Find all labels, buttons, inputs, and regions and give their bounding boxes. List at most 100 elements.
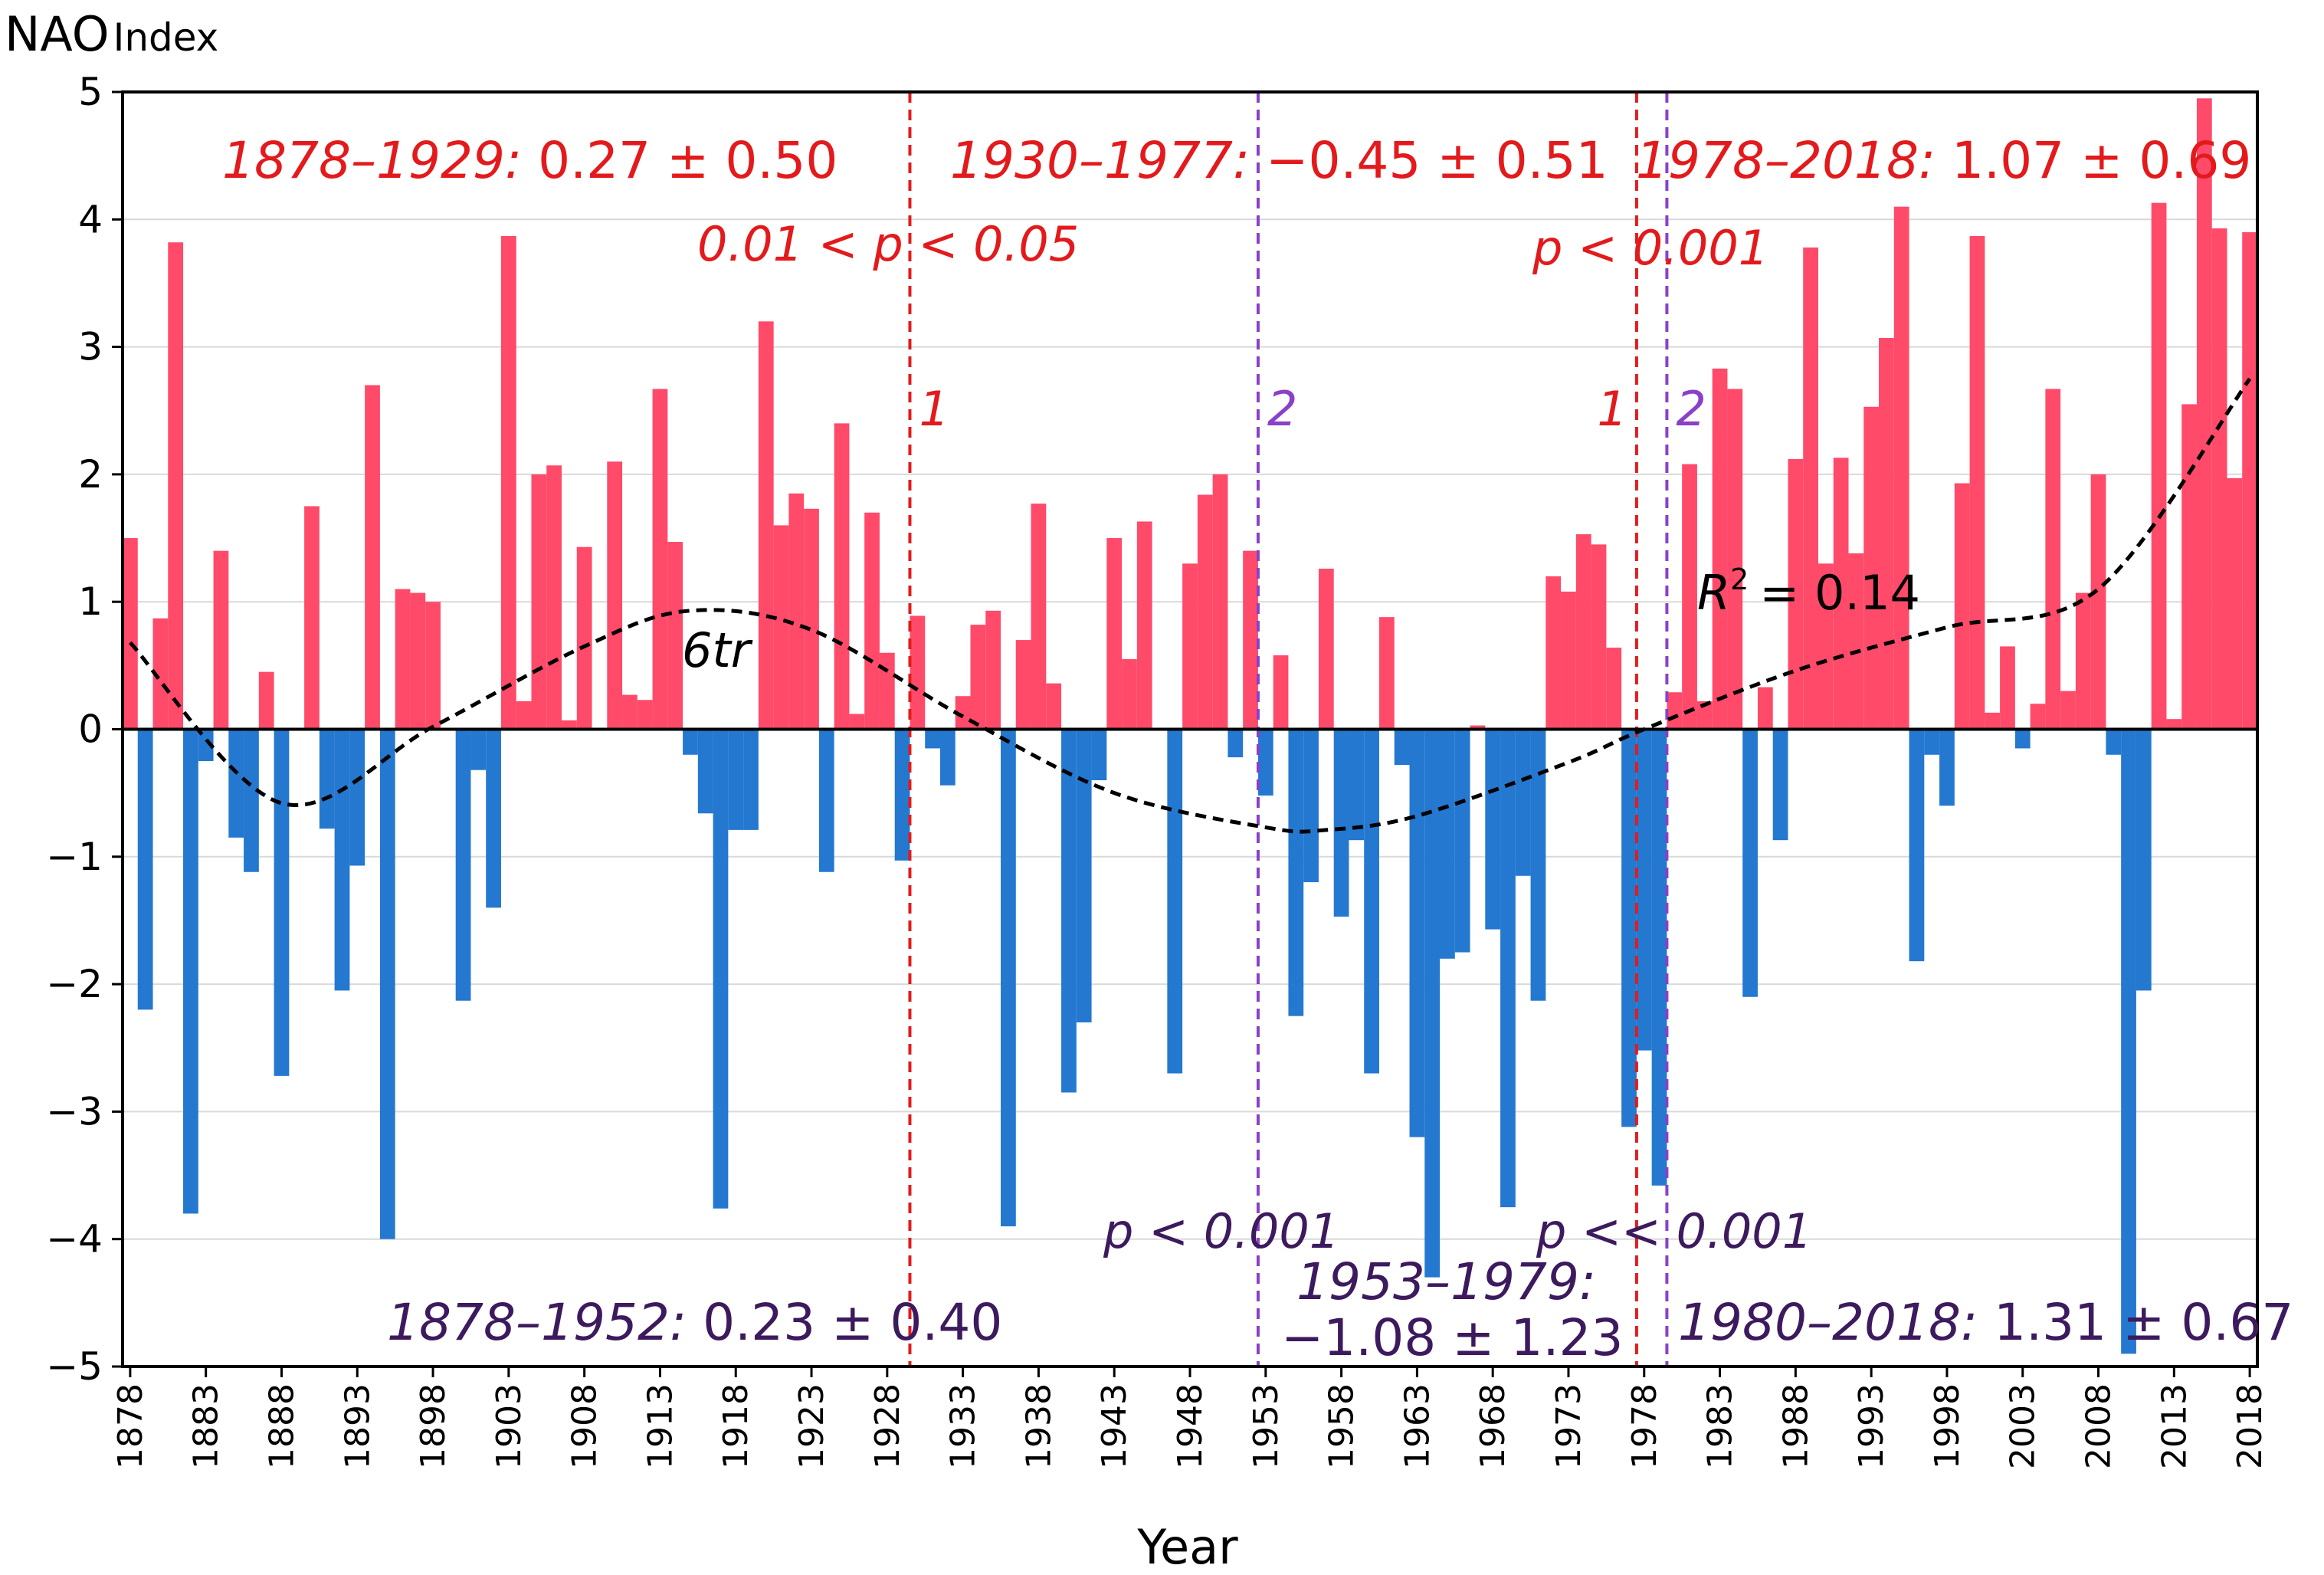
bar-1979	[1651, 729, 1667, 1186]
bar-2018	[2242, 231, 2257, 730]
bar-2010	[2121, 729, 2136, 1354]
x-tick-label: 1993	[1852, 1383, 1891, 1469]
bar-1907	[562, 720, 577, 730]
bar-1940	[1061, 729, 1077, 1093]
bar-2013	[2166, 719, 2182, 730]
bar-1895	[379, 729, 395, 1239]
bar-2004	[2030, 704, 2046, 730]
y-axis-title: NAO Index	[5, 6, 218, 62]
bars	[123, 98, 2257, 1354]
red-break-label-1: 1	[919, 381, 949, 437]
bar-1953	[1257, 729, 1273, 796]
bar-2011	[2136, 729, 2152, 991]
purple-period-2-value: −1.08 ± 1.23	[1281, 1308, 1623, 1367]
bar-1880	[152, 618, 169, 730]
bar-1936	[1001, 729, 1016, 1227]
y-tick-label: −4	[46, 1217, 103, 1262]
x-tick-label: 2008	[2080, 1383, 2119, 1469]
bar-1972	[1546, 576, 1562, 730]
bar-1900	[455, 729, 471, 1001]
x-tick-label: 1958	[1323, 1383, 1362, 1469]
bar-1938	[1031, 504, 1047, 730]
bar-1991	[1833, 458, 1849, 730]
bar-1987	[1772, 729, 1788, 841]
red-p-value-1: 0.01 < p < 0.05	[697, 216, 1079, 272]
bar-2001	[1985, 712, 2001, 730]
bar-1896	[395, 589, 411, 730]
bar-1950	[1212, 474, 1228, 730]
bar-2014	[2181, 404, 2197, 730]
bar-1933	[955, 696, 971, 730]
r-squared-label: R2 = 0.14	[1697, 563, 1920, 621]
bar-2002	[2000, 646, 2015, 730]
x-tick-label: 1938	[1019, 1383, 1058, 1469]
x-tick-label: 2003	[2004, 1383, 2043, 1469]
red-period-3-annotation: 1978–2018: 1.07 ± 0.69	[1636, 131, 2251, 190]
x-tick-label: 1908	[565, 1383, 605, 1469]
bar-1980	[1667, 692, 1683, 730]
bar-1890	[304, 506, 320, 730]
bar-1970	[1515, 729, 1531, 876]
bar-1981	[1682, 464, 1697, 730]
bar-1951	[1228, 729, 1244, 758]
bar-1879	[137, 729, 153, 1010]
bar-1922	[788, 493, 805, 730]
bar-1988	[1788, 458, 1804, 730]
x-tick-label: 1963	[1398, 1383, 1437, 1469]
purple-period-2-range: 1953–1979:	[1296, 1252, 1596, 1311]
bar-1997	[1924, 729, 1940, 755]
x-axis-title: Year	[1136, 1519, 1238, 1575]
red-period-1-annotation: 1878–1929: 0.27 ± 0.50	[222, 131, 837, 190]
bar-1928	[879, 652, 895, 730]
x-tick-label: 1978	[1625, 1383, 1664, 1469]
bar-1913	[652, 389, 668, 730]
x-tick-label: 1948	[1171, 1383, 1210, 1469]
bar-1908	[576, 546, 592, 730]
y-tick-label: −3	[46, 1089, 103, 1134]
bar-1961	[1378, 617, 1395, 730]
bar-1974	[1575, 534, 1591, 730]
bar-1949	[1197, 494, 1213, 730]
bar-1939	[1046, 683, 1062, 730]
bar-1904	[516, 701, 532, 730]
bar-1990	[1818, 563, 1834, 730]
bar-1989	[1803, 247, 1818, 730]
x-tick-label: 1918	[716, 1383, 756, 1469]
bar-2009	[2106, 729, 2122, 755]
bar-2005	[2045, 389, 2061, 730]
bar-1886	[244, 729, 259, 872]
x-tick-label: 1893	[338, 1383, 377, 1469]
y-tick-label: −2	[46, 962, 103, 1006]
bar-1943	[1106, 538, 1123, 730]
y-tick-label: 2	[78, 452, 103, 497]
bar-1881	[168, 242, 184, 730]
x-tick-label: 1943	[1095, 1383, 1134, 1469]
y-tick-label: 4	[78, 197, 103, 241]
purple-break-label-2: 2	[1676, 381, 1706, 437]
bar-1968	[1485, 729, 1501, 930]
x-tick-label: 2018	[2231, 1383, 2270, 1469]
red-period-2-annotation: 1930–1977: −0.45 ± 0.51	[950, 131, 1608, 190]
purple-p-value-2: p << 0.001	[1536, 1203, 1812, 1259]
bar-1925	[834, 423, 850, 730]
bar-1985	[1742, 729, 1758, 997]
bar-1920	[758, 321, 774, 730]
y-tick-label: 3	[78, 325, 103, 369]
bar-1924	[818, 729, 834, 872]
bar-1944	[1122, 659, 1137, 730]
bar-1998	[1939, 729, 1955, 806]
bar-1962	[1394, 729, 1410, 766]
x-tick-labels: 1878 1883 1888 1893 1898 1903 1908 1913 1918 1923…	[111, 1367, 2270, 1469]
bar-1916	[697, 729, 713, 814]
bar-1927	[864, 512, 880, 730]
bar-1917	[713, 729, 729, 1209]
y-axis-title-sub: Index	[113, 15, 219, 60]
y-tick-label: 5	[78, 70, 103, 114]
y-tick-label: −1	[46, 835, 103, 879]
trend-label: 6tr	[682, 622, 753, 678]
bar-1965	[1440, 729, 1455, 959]
axes	[121, 90, 2259, 1368]
bar-2016	[2211, 228, 2227, 730]
bar-1911	[622, 694, 638, 730]
